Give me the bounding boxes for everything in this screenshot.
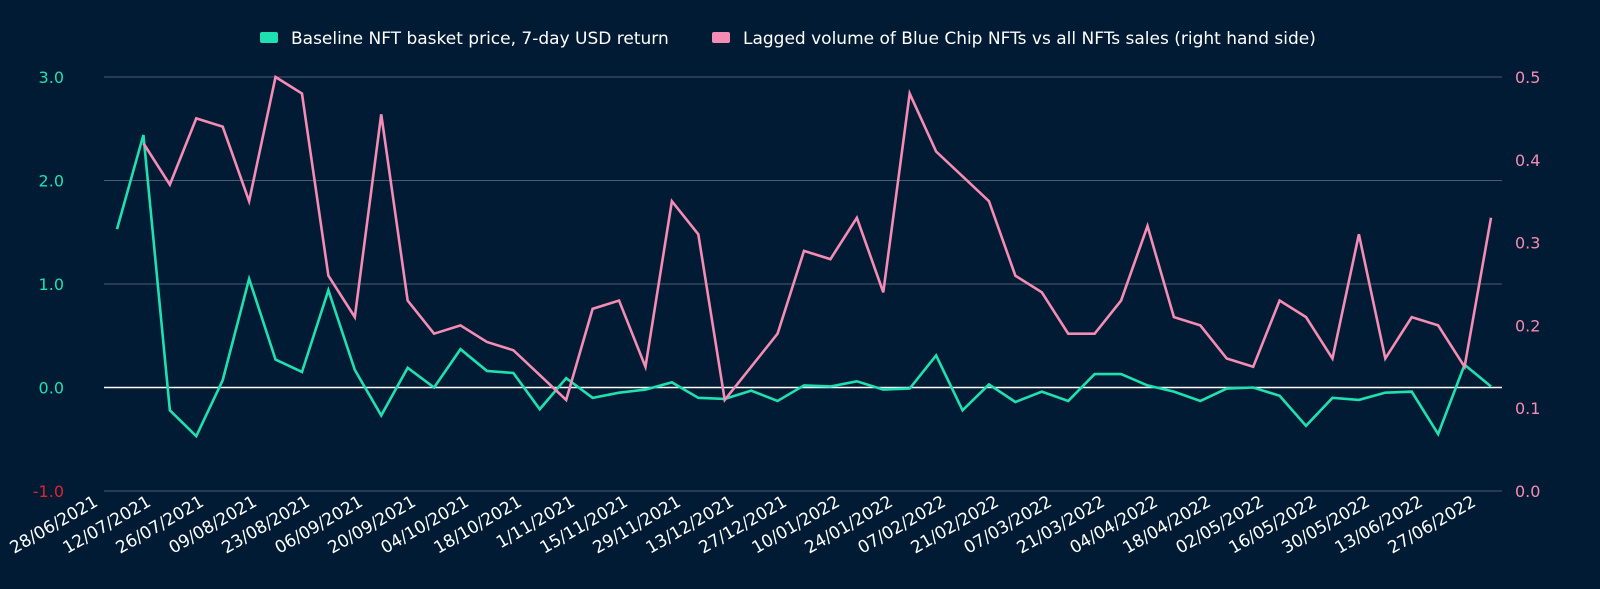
- series-line-secondary: [142, 74, 1493, 404]
- series-line-primary: [115, 134, 1492, 439]
- left-tick-label-1: 0.0: [39, 379, 64, 398]
- series-lines: [115, 74, 1493, 439]
- left-tick-label-3: 2.0: [39, 172, 64, 191]
- right-tick-label-0: 0.0: [1515, 482, 1540, 501]
- right-tick-label-1: 0.1: [1515, 399, 1540, 418]
- legend-label-secondary: Lagged volume of Blue Chip NFTs vs all N…: [743, 29, 1316, 49]
- gridlines: [104, 76, 1502, 492]
- legend-label-primary: Baseline NFT basket price, 7-day USD ret…: [291, 29, 669, 49]
- left-y-axis: -1.0 0.0 1.0 2.0 3.0: [33, 68, 64, 501]
- left-tick-label-0: -1.0: [33, 482, 64, 501]
- left-tick-label-4: 3.0: [39, 68, 64, 87]
- right-y-axis: 0.0 0.1 0.2 0.3 0.4 0.5: [1515, 68, 1540, 501]
- legend-swatch-secondary: [712, 32, 730, 43]
- right-tick-label-5: 0.5: [1515, 68, 1540, 87]
- x-axis: 28/06/202112/07/202126/07/202109/08/2021…: [7, 492, 1480, 558]
- legend: Baseline NFT basket price, 7-day USD ret…: [260, 29, 1316, 49]
- legend-item-primary[interactable]: Baseline NFT basket price, 7-day USD ret…: [260, 29, 669, 49]
- legend-item-secondary[interactable]: Lagged volume of Blue Chip NFTs vs all N…: [712, 29, 1316, 49]
- left-tick-label-2: 1.0: [39, 275, 64, 294]
- legend-swatch-primary: [260, 32, 278, 43]
- right-tick-label-2: 0.2: [1515, 316, 1540, 335]
- right-tick-label-4: 0.4: [1515, 151, 1540, 170]
- right-tick-label-3: 0.3: [1515, 234, 1540, 253]
